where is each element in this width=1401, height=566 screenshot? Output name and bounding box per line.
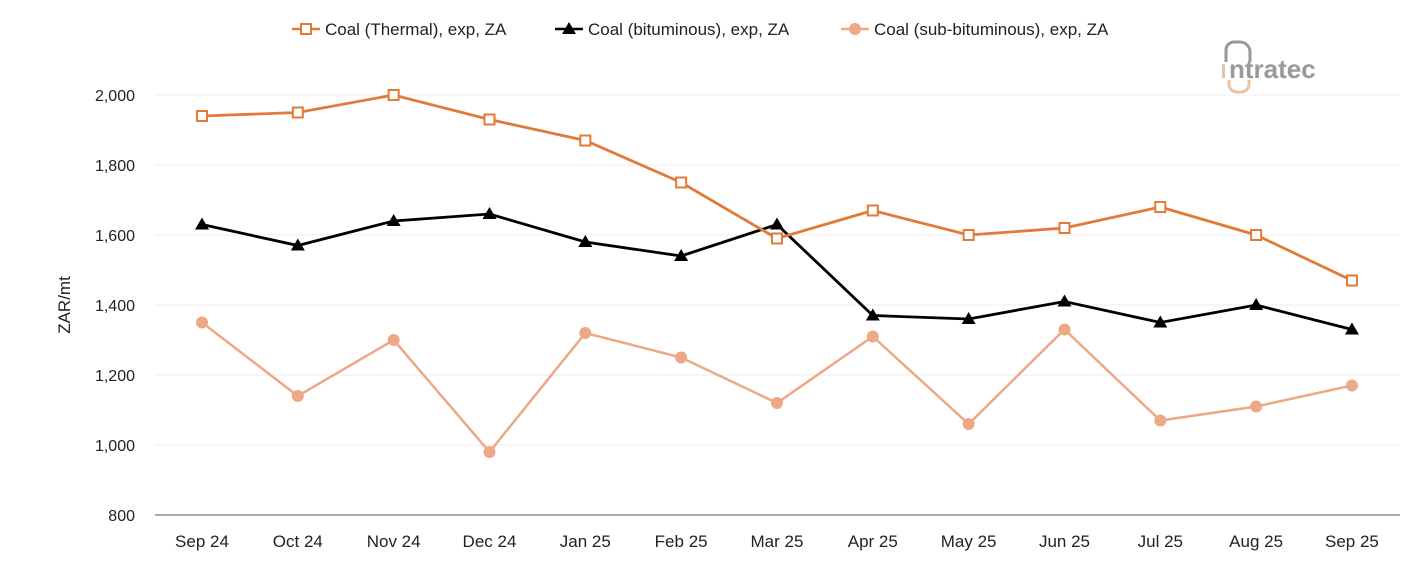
data-point — [196, 316, 208, 329]
y-tick-label: 1,600 — [95, 228, 135, 245]
x-tick-label: Mar 25 — [751, 532, 804, 551]
data-point — [865, 308, 880, 321]
x-tick-label: Aug 25 — [1229, 532, 1283, 551]
data-point — [1153, 315, 1168, 328]
y-tick-label: 1,800 — [95, 158, 135, 175]
data-point — [1345, 379, 1358, 392]
y-tick-label: 1,200 — [95, 368, 135, 385]
svg-text:ntratec: ntratec — [1229, 54, 1316, 84]
legend: Coal (Thermal), exp, ZA Coal (bituminous)… — [292, 20, 1109, 39]
data-point — [1058, 323, 1071, 336]
y-tick-label: 2,000 — [95, 88, 135, 105]
x-tick-label: Jul 25 — [1138, 532, 1183, 551]
data-point — [675, 176, 688, 189]
data-point — [579, 134, 592, 147]
data-point — [578, 235, 593, 247]
data-point — [770, 397, 783, 409]
y-tick-label: 1,400 — [95, 298, 135, 315]
data-point — [961, 312, 976, 324]
x-tick-label: Oct 24 — [273, 532, 323, 551]
data-point — [291, 106, 304, 119]
data-point — [1249, 298, 1264, 310]
legend-label: Coal (sub-bituminous), exp, ZA — [874, 20, 1109, 39]
data-point — [387, 334, 400, 346]
data-point — [579, 327, 592, 339]
legend-item[interactable]: Coal (bituminous), exp, ZA — [555, 20, 790, 39]
data-point — [1057, 294, 1072, 307]
series-line — [201, 93, 1353, 282]
data-point — [1058, 222, 1071, 234]
series-line — [201, 321, 1353, 454]
x-tick-label: Apr 25 — [848, 532, 898, 551]
y-tick-label: 800 — [108, 508, 135, 525]
data-point — [1345, 274, 1358, 287]
data-point — [290, 238, 305, 251]
x-tick-label: Dec 24 — [463, 532, 517, 551]
x-tick-label: Jun 25 — [1039, 532, 1090, 551]
x-axis: Sep 24 Oct 24 Nov 24 Dec 24 Jan 25 Feb 25 Mar … — [175, 532, 1379, 551]
y-axis-label: ZAR/mt — [55, 276, 74, 334]
y-tick-label: 1,000 — [95, 438, 135, 455]
series-0 — [196, 89, 1358, 287]
x-tick-label: Sep 25 — [1325, 532, 1379, 551]
data-point — [1154, 201, 1167, 213]
data-point — [770, 232, 783, 245]
x-tick-label: May 25 — [941, 532, 997, 551]
data-point — [769, 217, 784, 230]
data-point — [849, 23, 861, 35]
data-point — [300, 23, 312, 35]
legend-label: Coal (Thermal), exp, ZA — [325, 20, 507, 39]
data-point — [386, 214, 401, 226]
data-point — [1344, 322, 1359, 335]
data-point — [562, 22, 576, 34]
series-2 — [196, 316, 1358, 458]
data-point — [675, 351, 688, 364]
data-point — [1250, 400, 1263, 413]
data-point — [962, 418, 975, 430]
x-tick-label: Jan 25 — [560, 532, 611, 551]
data-point — [291, 390, 304, 402]
data-point — [483, 446, 496, 458]
data-point — [483, 113, 496, 126]
data-point — [1250, 229, 1263, 241]
data-point — [195, 217, 209, 230]
gridlines — [155, 94, 1400, 516]
x-tick-label: Nov 24 — [367, 532, 421, 551]
intratec-logo: ntratec — [1222, 40, 1316, 94]
series-1 — [195, 207, 1359, 335]
legend-item[interactable]: Coal (sub-bituminous), exp, ZA — [841, 20, 1109, 39]
data-point — [387, 89, 400, 101]
data-point — [866, 330, 879, 343]
x-tick-label: Sep 24 — [175, 532, 229, 551]
y-axis: 800 1,000 1,200 1,400 1,600 1,800 2,000 — [95, 88, 135, 525]
data-point — [962, 229, 975, 241]
legend-item[interactable]: Coal (Thermal), exp, ZA — [292, 20, 507, 39]
data-point — [866, 204, 879, 217]
series-line — [201, 212, 1353, 331]
data-point — [482, 207, 497, 219]
legend-label: Coal (bituminous), exp, ZA — [588, 20, 790, 39]
data-point — [196, 110, 208, 122]
data-point — [674, 249, 689, 261]
x-tick-label: Feb 25 — [655, 532, 708, 551]
data-point — [1154, 414, 1167, 427]
